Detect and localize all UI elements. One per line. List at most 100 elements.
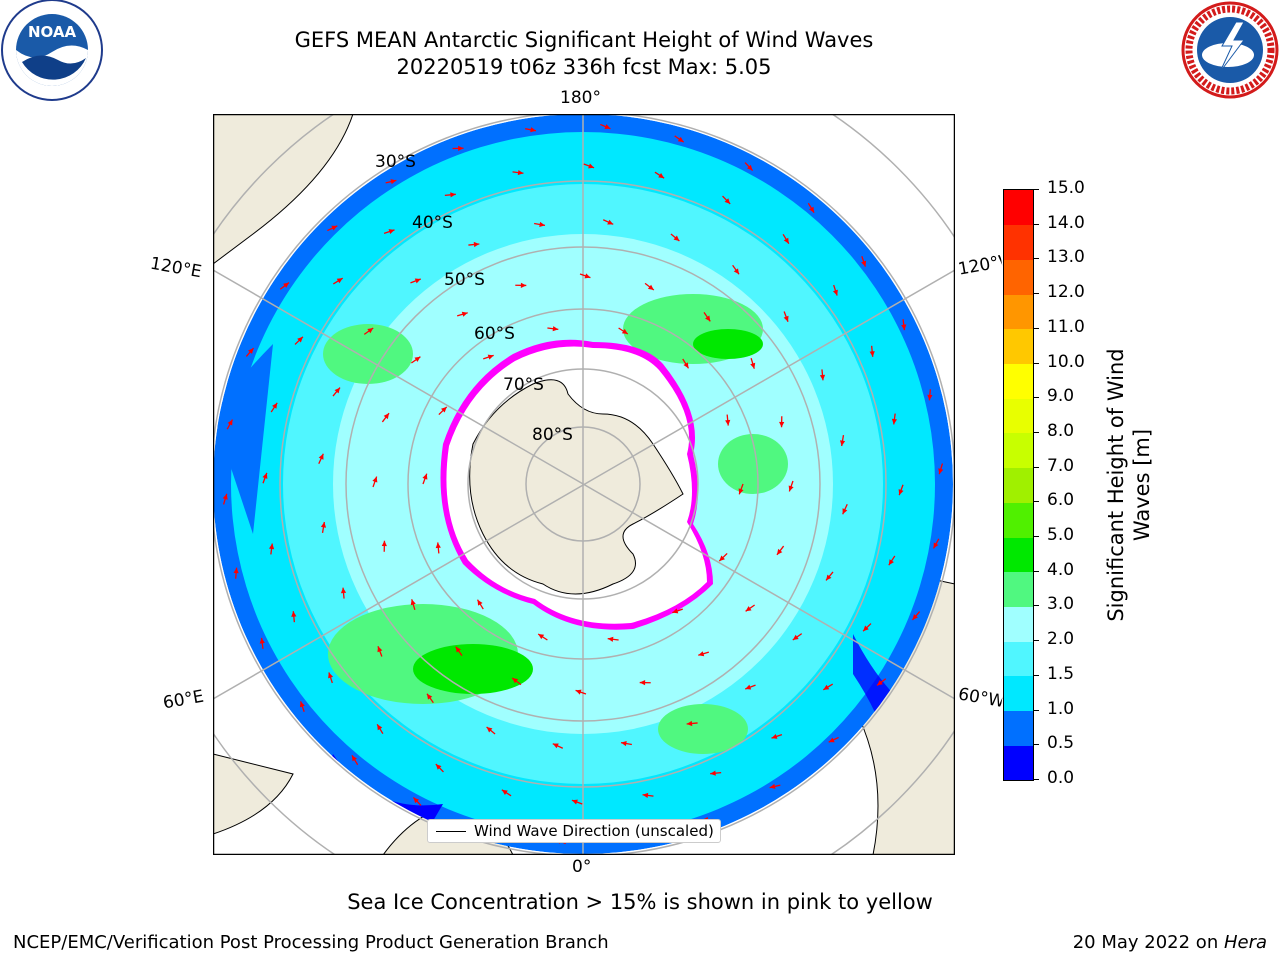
wind-wave-arrowhead bbox=[745, 606, 752, 612]
chart-title: GEFS MEAN Antarctic Significant Height o… bbox=[294, 28, 874, 52]
wind-wave-arrowhead bbox=[390, 179, 397, 185]
colorbar-tick-label: 4.0 bbox=[1047, 559, 1075, 580]
wind-wave-arrowhead bbox=[297, 336, 303, 343]
lat-label-50s: 50°S bbox=[444, 270, 485, 290]
wind-wave-arrowhead bbox=[901, 324, 907, 331]
colorbar-tick-mark bbox=[1033, 397, 1039, 399]
wind-wave-arrowhead bbox=[738, 488, 744, 495]
colorbar-tick-label: 1.5 bbox=[1047, 663, 1075, 684]
wind-wave-arrowhead bbox=[328, 672, 334, 679]
wind-wave-arrowhead bbox=[938, 468, 944, 475]
wind-wave-arrowhead bbox=[413, 797, 420, 804]
colorbar-band bbox=[1004, 363, 1033, 399]
wind-wave-arrowhead bbox=[414, 278, 421, 284]
wind-wave-arrowhead bbox=[435, 764, 442, 770]
wind-wave-arrowhead bbox=[746, 164, 753, 171]
colorbar-band bbox=[1004, 537, 1033, 573]
lon-label-120e: 120°E bbox=[148, 253, 204, 283]
colorbar-band bbox=[1004, 675, 1033, 712]
wind-wave-arrowhead bbox=[876, 680, 883, 686]
wind-wave-arrowhead bbox=[262, 472, 268, 479]
date-text: 20 May 2022 on Hera bbox=[1073, 932, 1267, 953]
wind-wave-arrowhead bbox=[268, 543, 275, 550]
colorbar-tick-mark bbox=[1033, 189, 1039, 190]
wind-wave-arrowhead bbox=[473, 241, 480, 248]
colorbar-tick-label: 8.0 bbox=[1047, 420, 1075, 441]
colorbar-ticks: 0.0 0.5 1.0 1.5 2.0 3.0 4.0 5.0 6.0 7.0 8.0 9.0 10.0… bbox=[1033, 178, 1103, 788]
wind-wave-arrowhead bbox=[331, 225, 338, 231]
colorbar-band bbox=[1004, 606, 1033, 642]
wind-wave-arrowhead bbox=[501, 789, 508, 795]
lon-label-0: 0° bbox=[572, 857, 592, 877]
colorbar-tick-mark bbox=[1033, 709, 1039, 711]
wind-wave-arrowhead bbox=[832, 289, 838, 296]
colorbar bbox=[1003, 189, 1034, 781]
colorbar-tick-mark bbox=[1033, 466, 1039, 468]
graticule bbox=[213, 114, 955, 855]
colorbar-tick-mark bbox=[1033, 501, 1039, 503]
colorbar-band bbox=[1004, 467, 1033, 503]
wind-wave-arrowhead bbox=[222, 493, 228, 500]
wave-patch-green bbox=[718, 434, 788, 494]
wind-wave-arrowhead bbox=[318, 453, 324, 460]
lon-label-60e: 60°E bbox=[161, 686, 206, 714]
lat-label-30s: 30°S bbox=[375, 152, 416, 172]
wind-wave-arrowhead bbox=[719, 555, 725, 562]
wind-wave-arrowhead bbox=[826, 574, 832, 581]
wind-wave-arrowhead bbox=[584, 273, 591, 279]
wave-patch-green bbox=[658, 704, 748, 754]
colorbar-band bbox=[1004, 398, 1033, 434]
colorbar-tick-mark bbox=[1033, 293, 1039, 295]
lat-label-40s: 40°S bbox=[412, 213, 453, 233]
colorbar-band bbox=[1004, 502, 1033, 538]
colorbar-band bbox=[1004, 294, 1033, 330]
wind-wave-arrowhead bbox=[377, 724, 383, 731]
wind-wave-arrowhead bbox=[340, 587, 347, 594]
wind-wave-arrowhead bbox=[769, 783, 776, 789]
colorbar-tick-mark bbox=[1033, 605, 1039, 607]
colorbar-tick-mark bbox=[1033, 744, 1039, 746]
wind-wave-arrowhead bbox=[299, 701, 305, 708]
wind-wave-arrowhead bbox=[283, 282, 290, 288]
colorbar-tick-label: 14.0 bbox=[1047, 212, 1085, 233]
wind-wave-arrows bbox=[222, 123, 944, 845]
colorbar-band bbox=[1004, 432, 1033, 469]
legend-line-swatch bbox=[436, 830, 466, 832]
wind-wave-arrowhead bbox=[520, 282, 527, 288]
wind-wave-arrowhead bbox=[461, 311, 468, 317]
wind-wave-arrowhead bbox=[441, 406, 447, 413]
wind-wave-arrowhead bbox=[863, 625, 869, 632]
wind-wave-arrowhead bbox=[898, 489, 904, 496]
polar-map bbox=[213, 114, 955, 855]
wind-wave-arrowhead bbox=[819, 374, 826, 381]
wind-wave-arrowhead bbox=[869, 351, 875, 357]
lon-label-120w: 120°W bbox=[956, 252, 1004, 280]
wind-wave-arrowhead bbox=[336, 278, 343, 284]
wind-wave-arrowhead bbox=[383, 413, 390, 420]
colorbar-tick-mark bbox=[1033, 536, 1039, 538]
wind-wave-arrowhead bbox=[933, 542, 939, 549]
colorbar-tick-label: 0.5 bbox=[1047, 733, 1075, 754]
wind-wave-arrowhead bbox=[621, 328, 628, 334]
noaa-logo-text: NOAA bbox=[28, 23, 77, 41]
colorbar-tick-label: 7.0 bbox=[1047, 455, 1075, 476]
colorbar-band bbox=[1004, 710, 1033, 746]
colorbar-tick-mark bbox=[1033, 431, 1039, 433]
colorbar-band bbox=[1004, 745, 1033, 781]
wind-wave-arrowhead bbox=[809, 206, 815, 213]
colorbar-tick-label: 5.0 bbox=[1047, 525, 1075, 546]
wind-wave-arrowhead bbox=[745, 684, 752, 690]
wind-wave-arrowhead bbox=[891, 418, 898, 425]
colorbar-tick-mark bbox=[1033, 223, 1039, 225]
wind-wave-arrowhead bbox=[658, 173, 665, 179]
wind-wave-arrowhead bbox=[575, 689, 582, 695]
colorbar-tick-label: 9.0 bbox=[1047, 386, 1075, 407]
wind-wave-arrowhead bbox=[372, 476, 378, 483]
map-legend: Wind Wave Direction (unscaled) bbox=[427, 819, 721, 843]
wind-wave-arrowhead bbox=[538, 634, 545, 640]
chart-subtitle: 20220519 t06z 336h fcst Max: 5.05 bbox=[396, 55, 772, 79]
wind-wave-arrowhead bbox=[410, 599, 416, 606]
colorbar-band bbox=[1004, 190, 1033, 226]
wind-wave-arrowhead bbox=[839, 440, 846, 447]
wind-wave-arrowhead bbox=[783, 315, 789, 322]
